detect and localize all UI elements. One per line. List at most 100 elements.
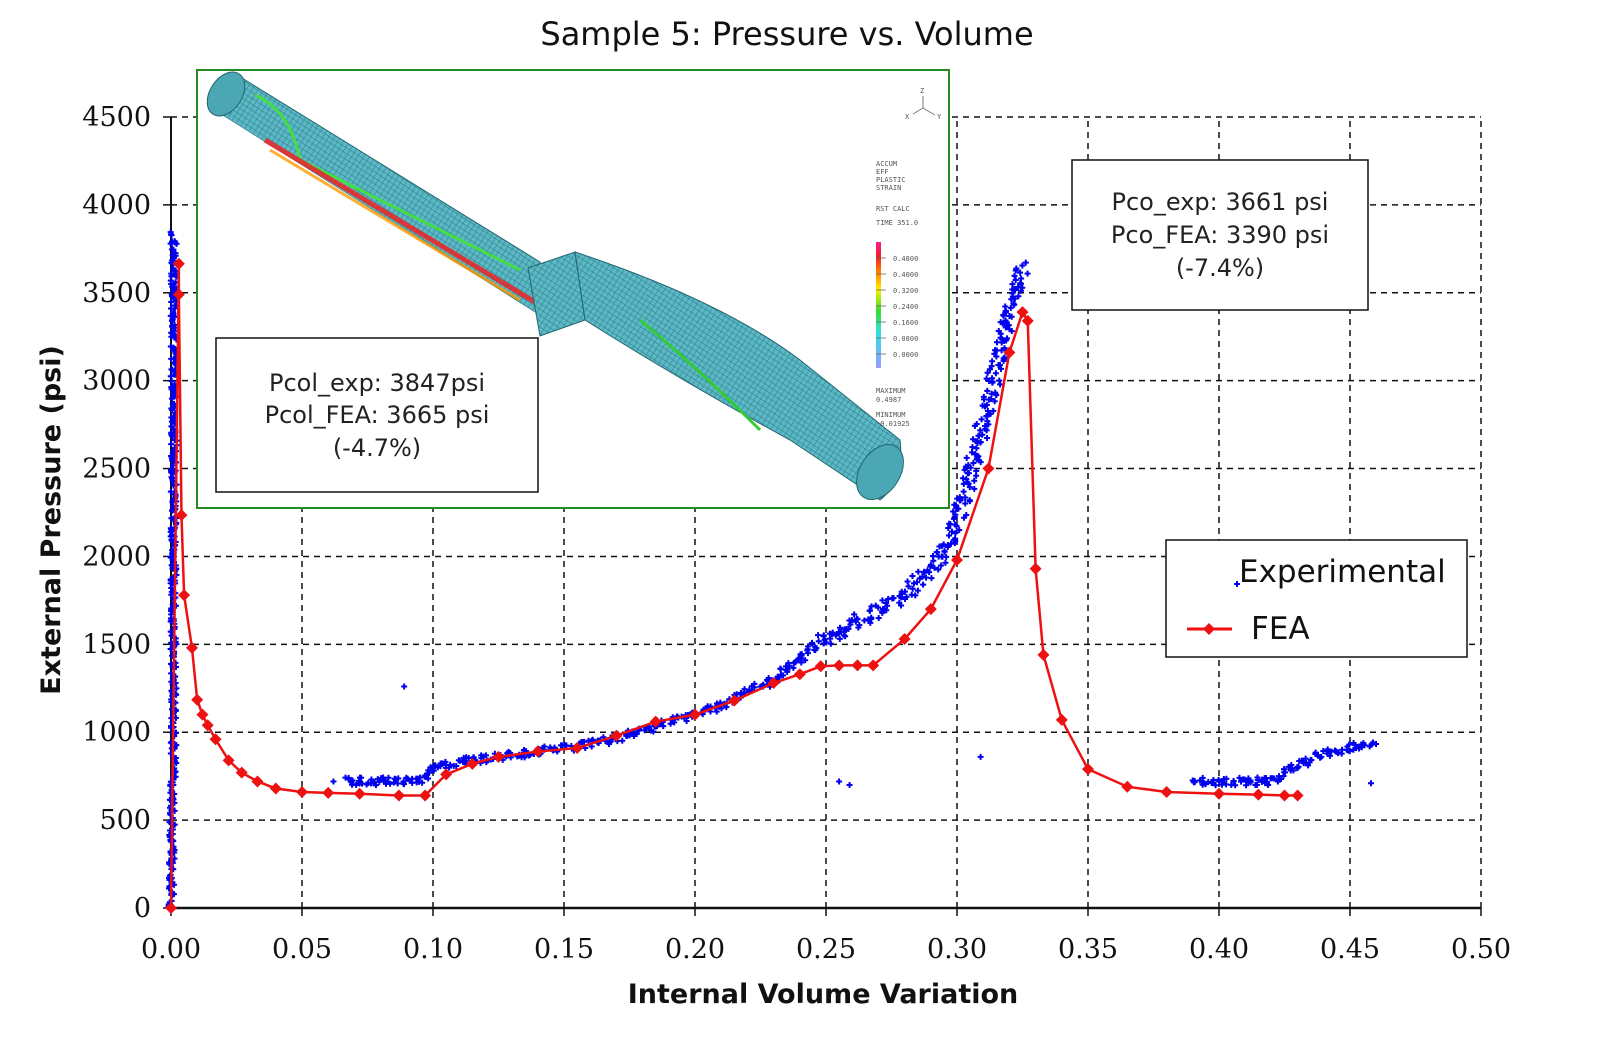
fea-point (419, 789, 432, 802)
experimental-point (439, 760, 446, 767)
experimental-outlier-point (401, 683, 408, 690)
experimental-point (167, 373, 174, 380)
x-tick-labels: 0.00 0.05 0.10 0.15 0.20 0.25 0.30 0.35 0.40 0.45… (141, 908, 1511, 965)
inset-fea-contour-image: Z X Y ACCUM EFF PLASTIC STRAIN RST CALC … (196, 69, 950, 509)
experimental-point (963, 512, 970, 519)
experimental-point (363, 781, 370, 788)
experimental-point (952, 535, 959, 542)
experimental-point (983, 427, 990, 434)
experimental-point (1008, 296, 1015, 303)
experimental-point (993, 339, 1000, 346)
experimental-point (982, 422, 989, 429)
experimental-point (988, 395, 995, 402)
experimental-outlier-point (846, 781, 853, 788)
pipe-model (206, 71, 904, 501)
experimental-point (427, 764, 434, 771)
fea-point (196, 708, 209, 721)
experimental-point (1014, 284, 1021, 291)
fea-point (982, 462, 995, 475)
experimental-point (848, 617, 855, 624)
maximum-value: 0.4987 (876, 396, 901, 404)
experimental-point (1280, 773, 1287, 780)
series-fea (165, 257, 1304, 914)
fea-point (322, 786, 335, 799)
experimental-point (984, 418, 991, 425)
fea-point (165, 902, 177, 914)
experimental-point (947, 521, 954, 528)
experimental-point (1004, 335, 1011, 342)
experimental-point (962, 494, 969, 501)
legend-item-experimental: Experimental (1234, 554, 1446, 590)
experimental-point (168, 406, 175, 413)
experimental-point (867, 619, 874, 626)
experimental-point (1356, 745, 1363, 752)
svg-text:MAXIMUM: MAXIMUM (876, 387, 906, 395)
experimental-point (1230, 778, 1237, 785)
x-tick-label: 0.15 (534, 934, 594, 965)
y-tick-label: 2000 (82, 541, 151, 572)
experimental-point (856, 622, 863, 629)
experimental-point (997, 365, 1004, 372)
experimental-point (978, 416, 985, 423)
fea-point (1016, 306, 1029, 319)
fea-point (814, 660, 827, 673)
experimental-point (1243, 782, 1250, 789)
experimental-point (168, 466, 175, 473)
experimental-point (1312, 749, 1319, 756)
minimum-value: -0.01925 (876, 420, 910, 428)
experimental-point (896, 593, 903, 600)
svg-text:(-7.4%): (-7.4%) (1176, 254, 1264, 282)
fea-point (353, 787, 366, 800)
experimental-point (829, 629, 836, 636)
experimental-point (996, 377, 1003, 384)
experimental-point (168, 355, 175, 362)
experimental-point (820, 632, 827, 639)
experimental-point (633, 731, 640, 738)
experimental-point (802, 657, 809, 664)
experimental-point (1010, 300, 1017, 307)
experimental-point (683, 717, 690, 724)
fea-point (1121, 780, 1134, 793)
experimental-point (930, 552, 936, 559)
experimental-point (838, 628, 845, 635)
experimental-point (872, 602, 879, 609)
experimental-point (169, 238, 176, 245)
colorbar-level-label: 0.3200 (893, 287, 918, 295)
experimental-point (170, 393, 177, 400)
experimental-point (1294, 764, 1301, 771)
fea-point (209, 733, 222, 746)
svg-text:FEA: FEA (1251, 611, 1310, 647)
experimental-point (1223, 781, 1230, 788)
experimental-point (914, 587, 921, 594)
fea-point (269, 782, 282, 795)
experimental-point (1302, 755, 1309, 762)
experimental-point (1254, 774, 1261, 781)
annotation-collapse: Pcol_exp: 3847psi Pcol_FEA: 3665 psi (-4… (215, 337, 539, 493)
experimental-point (1018, 275, 1025, 282)
svg-text:Pco_exp: 3661 psi: Pco_exp: 3661 psi (1112, 188, 1329, 216)
experimental-point (976, 432, 983, 439)
fea-point (898, 633, 911, 646)
experimental-point (171, 302, 178, 309)
experimental-point (171, 321, 178, 328)
experimental-point (348, 779, 355, 786)
experimental-point (851, 611, 858, 618)
experimental-point (879, 597, 886, 604)
fea-point (851, 659, 864, 672)
fea-point (867, 659, 880, 672)
fea-point (924, 603, 937, 616)
fea-point (951, 553, 963, 566)
experimental-point (356, 774, 363, 781)
experimental-point (353, 781, 360, 788)
fea-point (1278, 789, 1291, 802)
experimental-point (1350, 739, 1357, 746)
x-tick-label: 0.00 (141, 934, 201, 965)
experimental-point (973, 445, 980, 452)
experimental-point (780, 672, 787, 679)
experimental-point (1002, 303, 1009, 310)
experimental-point (782, 663, 789, 670)
y-tick-labels: 0 500 1000 1500 2000 2500 3000 3500 4000 4500 (82, 102, 171, 924)
fea-point (833, 659, 846, 672)
experimental-point (950, 508, 957, 515)
experimental-point (1247, 779, 1254, 786)
